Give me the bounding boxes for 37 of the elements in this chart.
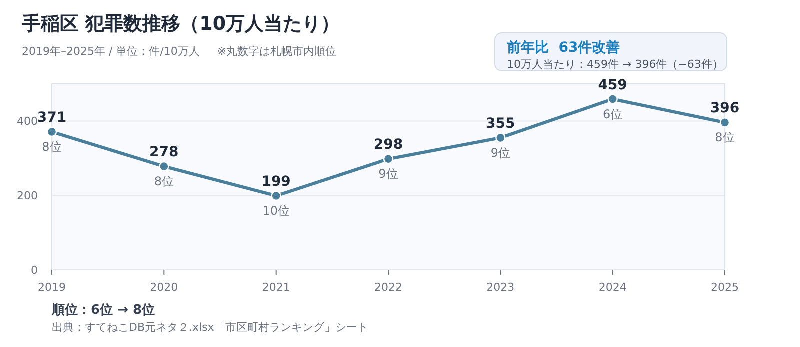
point bbox=[496, 132, 506, 144]
point bbox=[271, 190, 282, 202]
chart-subtitle: 2019年–2025年 / 単位：件/10万人 ※丸数字は札幌市内順位 bbox=[22, 45, 337, 58]
text: 前年比 63件改善 bbox=[506, 39, 620, 56]
data-label: 396 bbox=[710, 100, 740, 117]
y-tick-label: 200 bbox=[17, 190, 38, 203]
annotation: 10位 bbox=[262, 204, 290, 218]
x-tick-label: 2019 bbox=[38, 281, 66, 294]
point bbox=[383, 154, 394, 164]
annotation: 6位 bbox=[603, 107, 623, 122]
data-label: 459 bbox=[598, 77, 628, 94]
x-tick-label: 2024 bbox=[598, 281, 627, 294]
data-label: 199 bbox=[262, 174, 291, 190]
x-tick-label: 2020 bbox=[150, 281, 178, 294]
data-label: 298 bbox=[374, 137, 404, 154]
y-tick-label: 0 bbox=[31, 264, 38, 277]
x-tick-label: 2025 bbox=[711, 281, 739, 294]
point bbox=[720, 118, 730, 128]
data-label: 278 bbox=[150, 144, 179, 161]
point bbox=[159, 161, 170, 172]
chart-title: 手稲区 犯罪数推移（10万人当たり） bbox=[21, 13, 340, 35]
annotation: 8位 bbox=[715, 130, 735, 145]
x-tick-label: 2021 bbox=[262, 281, 290, 294]
source-note: 出典：すてねこDB元ネタ２.xlsx「市区町村ランキング」シート bbox=[52, 321, 368, 334]
annotation: 8位 bbox=[154, 174, 174, 189]
x-tick-label: 2022 bbox=[374, 281, 402, 294]
annotation: 9位 bbox=[490, 146, 510, 160]
y-tick-label: 400 bbox=[17, 115, 38, 128]
x-tick-label: 2023 bbox=[486, 281, 515, 294]
annotation: 9位 bbox=[378, 167, 398, 182]
point bbox=[46, 126, 58, 138]
text: 順位：6位 → 8位 bbox=[51, 303, 156, 318]
text: 10万人当たり：459件 → 396件（−63件） bbox=[507, 58, 724, 71]
point bbox=[608, 94, 618, 104]
annotation: 8位 bbox=[42, 140, 62, 154]
data-label: 371 bbox=[37, 110, 67, 126]
data-label: 355 bbox=[486, 116, 516, 132]
